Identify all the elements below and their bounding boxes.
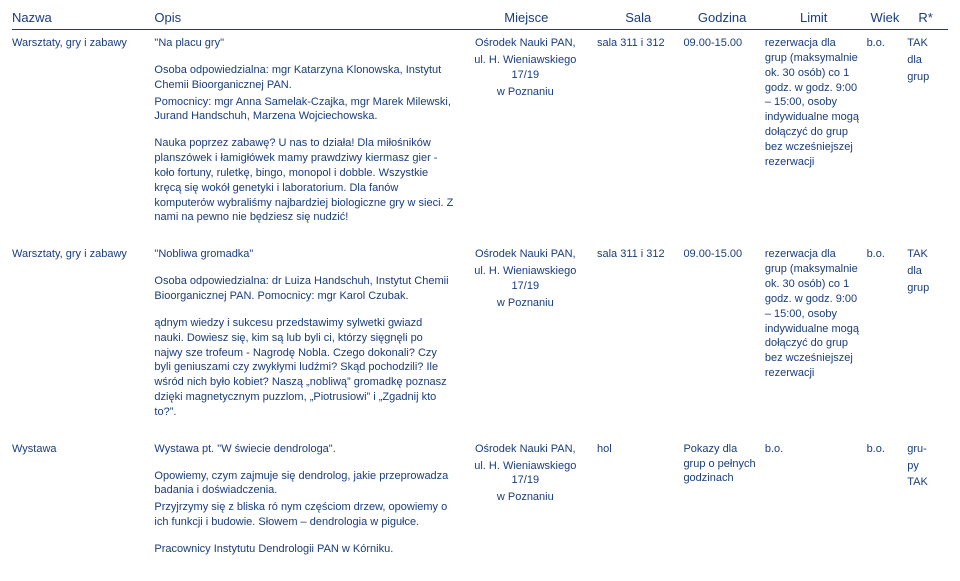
miejsce-line: ul. H. Wieniawskiego 17/19 [460,53,591,83]
r-line: grup [907,70,942,85]
r-line: TAK [907,36,942,51]
cell-wiek: b.o. [867,436,908,573]
cell-nazwa: Wystawa [12,436,154,573]
header-row: Nazwa Opis Miejsce Sala Godzina Limit Wi… [12,8,948,30]
miejsce-line: w Poznaniu [460,85,591,100]
cell-miejsce: Ośrodek Nauki PAN, ul. H. Wieniawskiego … [460,30,597,242]
cell-r: TAK dla grup [907,241,948,435]
opis-text: Pomocnicy: mgr Anna Samelak-Czajka, mgr … [154,95,453,125]
table-row: Warsztaty, gry i zabawy "Na placu gry" O… [12,30,948,242]
table-row: Warsztaty, gry i zabawy "Nobliwa gromadk… [12,241,948,435]
table-body: Warsztaty, gry i zabawy "Na placu gry" O… [12,30,948,573]
col-header-r: R* [907,8,948,30]
cell-sala: sala 311 i 312 [597,30,683,242]
opis-text: Nauka poprzez zabawę? U nas to działa! D… [154,136,453,225]
opis-text: Opowiemy, czym zajmuje się dendrolog, ja… [154,469,453,499]
cell-sala: sala 311 i 312 [597,241,683,435]
opis-text: Przyjrzymy się z bliska ró nym częściom … [154,500,453,530]
cell-r: TAK dla grup [907,30,948,242]
cell-opis: Wystawa pt. "W świecie dendrologa". Opow… [154,436,459,573]
cell-godzina: 09.00-15.00 [683,241,764,435]
opis-text: Osoba odpowiedzialna: mgr Katarzyna Klon… [154,63,453,93]
miejsce-line: ul. H. Wieniawskiego 17/19 [460,459,591,489]
miejsce-line: Ośrodek Nauki PAN, [460,36,591,51]
cell-r: gru- py TAK [907,436,948,573]
opis-text: Osoba odpowiedzialna: dr Luiza Handschuh… [154,274,453,304]
cell-nazwa: Warsztaty, gry i zabawy [12,241,154,435]
schedule-table: Nazwa Opis Miejsce Sala Godzina Limit Wi… [12,8,948,573]
opis-text: Pracownicy Instytutu Dendrologii PAN w K… [154,542,453,557]
r-line: TAK [907,247,942,262]
miejsce-line: Ośrodek Nauki PAN, [460,247,591,262]
cell-limit: rezerwacja dla grup (maksymalnie ok. 30 … [765,30,867,242]
r-line: dla [907,264,942,279]
cell-godzina: Pokazy dla grup o pełnych godzinach [683,436,764,573]
miejsce-line: Ośrodek Nauki PAN, [460,442,591,457]
opis-title: Wystawa pt. "W świecie dendrologa". [154,442,453,457]
miejsce-line: w Poznaniu [460,490,591,505]
col-header-opis: Opis [154,8,459,30]
r-line: dla [907,53,942,68]
miejsce-line: ul. H. Wieniawskiego 17/19 [460,264,591,294]
cell-wiek: b.o. [867,241,908,435]
opis-title: "Na placu gry" [154,36,453,51]
col-header-limit: Limit [765,8,867,30]
col-header-nazwa: Nazwa [12,8,154,30]
opis-title: "Nobliwa gromadka" [154,247,453,262]
cell-godzina: 09.00-15.00 [683,30,764,242]
cell-miejsce: Ośrodek Nauki PAN, ul. H. Wieniawskiego … [460,241,597,435]
r-line: py [907,459,942,474]
col-header-sala: Sala [597,8,683,30]
cell-sala: hol [597,436,683,573]
miejsce-line: w Poznaniu [460,296,591,311]
r-line: TAK [907,475,942,490]
col-header-godzina: Godzina [683,8,764,30]
cell-wiek: b.o. [867,30,908,242]
cell-limit: rezerwacja dla grup (maksymalnie ok. 30 … [765,241,867,435]
cell-limit: b.o. [765,436,867,573]
table-row: Wystawa Wystawa pt. "W świecie dendrolog… [12,436,948,573]
cell-opis: "Na placu gry" Osoba odpowiedzialna: mgr… [154,30,459,242]
opis-text: ądnym wiedzy i sukcesu przedstawimy sylw… [154,316,453,420]
r-line: grup [907,281,942,296]
cell-miejsce: Ośrodek Nauki PAN, ul. H. Wieniawskiego … [460,436,597,573]
r-line: gru- [907,442,942,457]
cell-nazwa: Warsztaty, gry i zabawy [12,30,154,242]
col-header-miejsce: Miejsce [460,8,597,30]
cell-opis: "Nobliwa gromadka" Osoba odpowiedzialna:… [154,241,459,435]
col-header-wiek: Wiek [867,8,908,30]
